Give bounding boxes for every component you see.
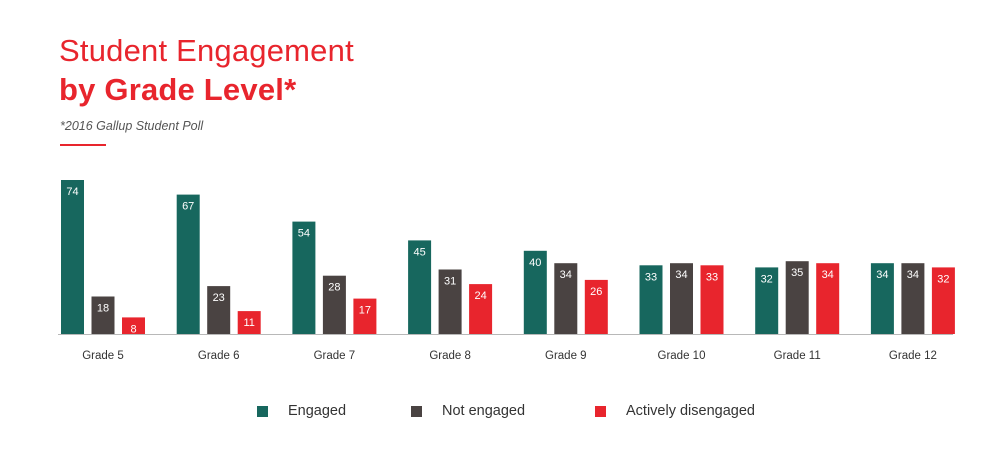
data-label: 33: [645, 271, 657, 283]
bar-engaged-grade-11: [755, 267, 779, 334]
bar-not-engaged-grade-7: [322, 275, 346, 334]
data-label: 17: [359, 305, 371, 317]
title-underline: [60, 144, 106, 146]
data-label: 32: [761, 273, 773, 285]
legend-item-not-engaged: Not engaged: [411, 403, 525, 419]
legend: Engaged Not engaged Actively disengaged: [0, 403, 1000, 427]
data-label: 32: [937, 273, 949, 285]
data-label: 18: [97, 303, 109, 315]
data-label: 54: [298, 228, 310, 240]
x-tick-label: Grade 9: [545, 350, 587, 362]
legend-label: Engaged: [288, 403, 347, 419]
bar-engaged-grade-7: [292, 221, 316, 334]
x-tick-label: Grade 12: [889, 350, 937, 362]
bar-actively-disengaged-grade-5: [122, 317, 145, 334]
bar-engaged-grade-8: [408, 240, 432, 334]
bar-actively-disengaged-grade-6: [237, 311, 261, 334]
data-label: 26: [590, 286, 602, 298]
data-label: 40: [529, 257, 541, 269]
bar-actively-disengaged-grade-9: [584, 279, 608, 334]
bar-engaged-grade-5: [61, 180, 84, 334]
data-label: 31: [444, 276, 456, 288]
data-label: 34: [822, 269, 834, 281]
x-tick-label: Grade 10: [658, 350, 706, 362]
data-label: 8: [130, 323, 136, 335]
data-label: 28: [328, 282, 340, 294]
data-label: 67: [182, 201, 194, 213]
bar-not-engaged-grade-9: [554, 263, 578, 334]
data-label: 34: [560, 269, 572, 281]
data-label: 24: [474, 290, 486, 302]
data-label: 34: [907, 269, 919, 281]
bar-engaged-grade-12: [870, 263, 894, 334]
bar-actively-disengaged-grade-11: [816, 263, 840, 334]
bar-not-engaged-grade-6: [207, 286, 231, 334]
data-label: 74: [66, 186, 78, 198]
data-label: 34: [876, 269, 888, 281]
data-label: 45: [413, 246, 425, 258]
bar-not-engaged-grade-8: [438, 269, 462, 334]
chart-title-line1: Student Engagement: [59, 33, 354, 68]
bar-chart: 74 18 8 Grade 5 67 23 11 Grade 6 54 28 17 Grade 7 45…: [58, 180, 955, 362]
x-tick-label: Grade 6: [198, 350, 240, 362]
data-label: 33: [706, 271, 718, 283]
data-label: 11: [243, 317, 254, 329]
bar-actively-disengaged-grade-10: [700, 265, 724, 334]
legend-swatch: [257, 405, 268, 417]
bar-not-engaged-grade-10: [670, 263, 693, 334]
legend-item-actively-disengaged: Actively disengaged: [595, 403, 755, 419]
bar-engaged-grade-9: [523, 250, 547, 334]
data-label: 34: [675, 269, 687, 281]
legend-label: Not engaged: [442, 403, 526, 419]
chart-title-line2: by Grade Level*: [59, 72, 297, 107]
bar-engaged-grade-10: [639, 265, 663, 334]
bar-not-engaged-grade-11: [785, 261, 809, 334]
x-tick-label: Grade 8: [429, 350, 471, 362]
legend-label: Actively disengaged: [626, 403, 755, 419]
chart-subtitle: *2016 Gallup Student Poll: [60, 119, 204, 133]
legend-swatch: [411, 405, 422, 417]
legend-swatch: [595, 405, 606, 417]
legend-item-engaged: Engaged: [257, 403, 346, 419]
x-tick-label: Grade 5: [82, 350, 124, 362]
bar-engaged-grade-6: [176, 194, 200, 334]
data-label: 23: [213, 292, 225, 304]
bar-actively-disengaged-grade-7: [353, 298, 377, 334]
data-label: 35: [791, 267, 803, 279]
x-tick-label: Grade 7: [314, 350, 356, 362]
bar-not-engaged-grade-5: [91, 296, 115, 334]
bar-not-engaged-grade-12: [901, 263, 925, 334]
bar-actively-disengaged-grade-8: [469, 284, 493, 334]
bar-actively-disengaged-grade-12: [931, 267, 955, 334]
x-tick-label: Grade 11: [774, 350, 821, 362]
